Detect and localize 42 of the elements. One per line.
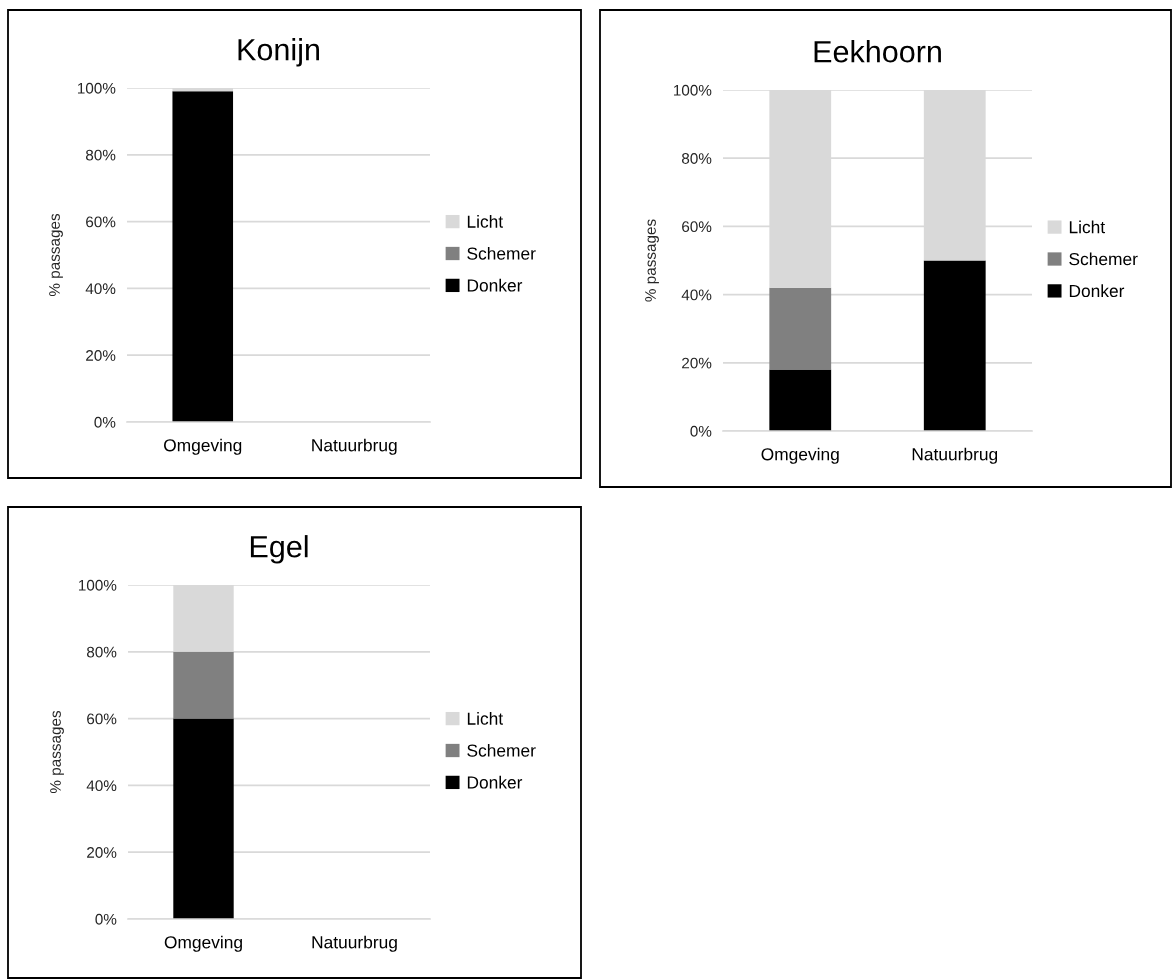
legend-label: Licht <box>467 712 503 725</box>
y-tick-label: 20% <box>682 357 712 369</box>
x-tick-label: Natuurbrug <box>312 438 397 455</box>
chart-title: Eekhoorn <box>814 40 941 63</box>
y-tick-label: 60% <box>86 216 116 228</box>
y-axis-title: % passages <box>50 710 64 794</box>
y-tick-label: 0% <box>94 416 116 428</box>
y-tick-label: 40% <box>85 283 116 295</box>
y-tick-label: 60% <box>87 713 117 725</box>
legend-label: Schemer <box>1069 252 1138 266</box>
x-tick-label: Omgeving <box>761 447 839 464</box>
x-tick-label: Natuurbrug <box>912 447 998 464</box>
y-tick-label: 20% <box>87 847 117 858</box>
y-tick-label: 80% <box>86 646 117 658</box>
x-tick-label: Natuurbrug <box>312 935 397 952</box>
y-tick-label: 40% <box>681 289 712 301</box>
y-tick-label: 40% <box>86 780 117 792</box>
bar <box>769 287 832 370</box>
bar <box>769 369 832 431</box>
y-tick-label: 0% <box>690 425 712 437</box>
y-tick-label: 20% <box>86 350 116 361</box>
y-axis-title: % passages <box>645 219 659 302</box>
legend-label: Licht <box>467 215 503 228</box>
x-tick-label: Omgeving <box>164 438 242 455</box>
chart-title: Egel <box>250 535 308 564</box>
legend-label: Licht <box>1069 220 1105 234</box>
y-tick-label: 80% <box>681 153 712 164</box>
y-tick-label: 100% <box>673 84 712 96</box>
legend-label: Donker <box>467 775 523 789</box>
bar <box>923 260 986 431</box>
y-tick-label: 0% <box>95 913 117 925</box>
legend-label: Donker <box>1069 284 1125 298</box>
legend-label: Donker <box>467 278 523 292</box>
y-tick-label: 100% <box>77 82 116 94</box>
legend-label: Schemer <box>467 246 536 260</box>
y-tick-label: 80% <box>85 149 116 161</box>
x-tick-label: Omgeving <box>164 935 242 952</box>
y-tick-label: 100% <box>78 579 117 591</box>
legend-label: Schemer <box>467 743 536 757</box>
y-axis-title: % passages <box>49 213 63 297</box>
y-tick-label: 60% <box>682 221 712 233</box>
chart-title: Konijn <box>238 38 319 67</box>
